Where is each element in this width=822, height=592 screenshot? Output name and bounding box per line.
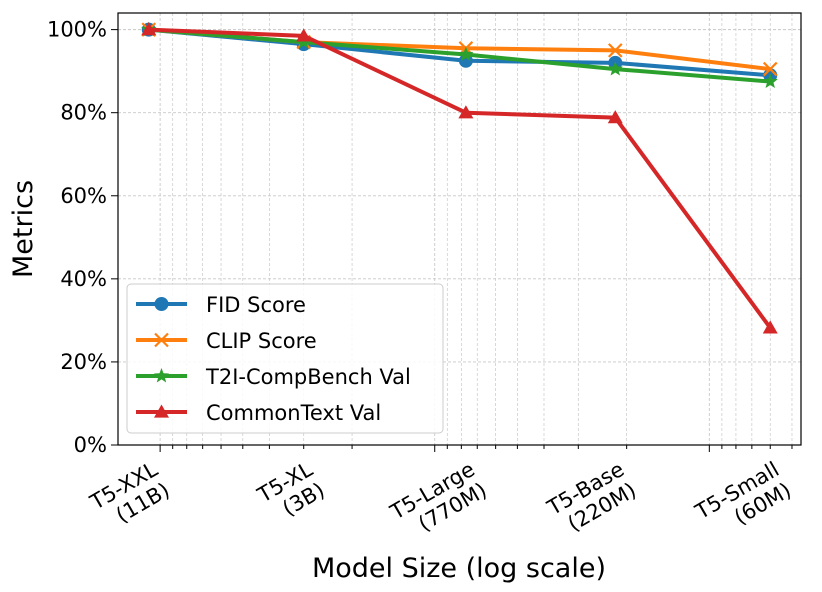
data-point-t2i-compbench-val xyxy=(458,46,474,62)
legend-marker xyxy=(154,297,169,311)
y-tick-label: 40% xyxy=(60,267,107,291)
data-point-commontext-val xyxy=(458,105,474,119)
series-commontext-val xyxy=(141,22,778,334)
series-layer xyxy=(141,21,778,334)
y-tick-label: 0% xyxy=(74,433,107,457)
legend-marker xyxy=(154,332,169,348)
legend-marker xyxy=(153,368,170,383)
x-marker-stroke xyxy=(154,332,169,348)
data-point-clip-score xyxy=(762,61,778,77)
y-tick-label: 80% xyxy=(60,101,107,125)
x-tick-label: T5-Base(220M) xyxy=(542,457,640,536)
legend: FID Score CLIP Score T2I-CompBench Val Comm… xyxy=(126,283,444,434)
data-point-commontext-val xyxy=(141,22,157,36)
legend-marker xyxy=(154,404,169,418)
data-point-clip-score xyxy=(608,43,623,58)
y-tick-label: 100% xyxy=(47,18,107,42)
legend-item-t2i-compbench-val: T2I-CompBench Val xyxy=(136,365,411,389)
legend-item-fid-score: FID Score xyxy=(136,293,306,317)
legend-item-commontext-val: CommonText Val xyxy=(136,401,381,425)
x-tick-label: T5-Large(770M) xyxy=(386,457,491,536)
x-tick-label: T5-XXL(11B) xyxy=(85,457,173,528)
data-point-t2i-compbench-val xyxy=(607,61,623,76)
data-point-commontext-val xyxy=(296,28,312,42)
legend-label: CommonText Val xyxy=(206,401,381,425)
ticks: 0% 20% 40% 60% 80% 100% T5-XXL(11B) T5-XL(3B) T5… xyxy=(47,18,796,536)
x-tick-label: T5-Small(60M) xyxy=(691,457,796,529)
series-line-t2i-compbench-val xyxy=(146,27,773,84)
data-point-commontext-val xyxy=(762,320,778,334)
y-tick-label: 60% xyxy=(60,184,107,208)
x-marker-stroke xyxy=(608,43,623,58)
legend-label: FID Score xyxy=(206,293,306,317)
x-marker-stroke xyxy=(762,61,778,77)
legend-box xyxy=(126,283,444,434)
legend-label: CLIP Score xyxy=(206,329,317,353)
legend-label: T2I-CompBench Val xyxy=(205,365,411,389)
data-point-t2i-compbench-val xyxy=(762,73,778,89)
x-axis-title: Model Size (log scale) xyxy=(312,553,606,584)
y-tick-label: 20% xyxy=(60,350,107,374)
plot-frame xyxy=(117,12,802,446)
data-point-commontext-val xyxy=(607,110,623,124)
y-axis-title: Metrics xyxy=(8,180,39,278)
x-tick-label: T5-XL(3B) xyxy=(253,457,329,521)
legend-item-clip-score: CLIP Score xyxy=(136,329,317,353)
